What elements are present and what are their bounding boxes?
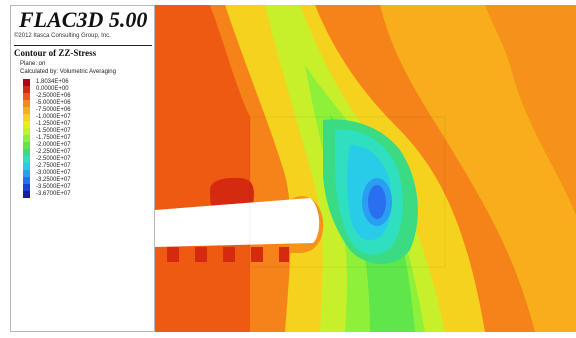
plane-status: Plane: on <box>20 61 46 67</box>
legend-label: -2.5000E+06 <box>36 93 71 99</box>
calculation-method: Calculated by: Volumetric Averaging <box>20 69 116 75</box>
refined-mesh-boundary <box>249 116 446 268</box>
title-divider <box>14 45 152 46</box>
legend-label: 0.0000E+00 <box>36 86 69 92</box>
legend-swatch <box>23 107 30 114</box>
support-block <box>167 247 179 262</box>
legend-swatch <box>23 135 30 142</box>
legend-swatch <box>23 142 30 149</box>
copyright-text: ©2012 Itasca Consulting Group, Inc. <box>14 33 111 39</box>
legend-swatch <box>23 86 30 93</box>
contour-title: Contour of ZZ-Stress <box>14 48 97 58</box>
legend-label: -1.5000E+07 <box>36 128 71 134</box>
support-block <box>279 247 289 262</box>
legend-swatch <box>23 184 30 191</box>
stress-zone-blue-core <box>368 185 386 219</box>
contour-plot-view[interactable] <box>155 5 576 332</box>
tunnel-excavation <box>155 198 320 247</box>
legend-swatch <box>23 114 30 121</box>
legend-swatch <box>23 149 30 156</box>
legend-panel: FLAC3D 5.00 ©2012 Itasca Consulting Grou… <box>10 5 155 332</box>
legend-label: -3.0000E+07 <box>36 170 71 176</box>
support-block <box>251 247 263 262</box>
legend-label: -1.2500E+07 <box>36 121 71 127</box>
legend-label: 1.8034E+06 <box>36 79 69 85</box>
legend-swatch <box>23 163 30 170</box>
legend-swatch <box>23 156 30 163</box>
stress-zone-orange-right <box>485 5 576 215</box>
legend-swatch <box>23 100 30 107</box>
legend-label: -3.6700E+07 <box>36 191 71 197</box>
legend-swatch <box>23 128 30 135</box>
legend-label: -7.5000E+06 <box>36 107 71 113</box>
legend-label: -2.0000E+07 <box>36 142 71 148</box>
legend-swatch <box>23 191 30 198</box>
legend-label: -3.2500E+07 <box>36 177 71 183</box>
legend-label: -3.5000E+07 <box>36 184 71 190</box>
app-title: FLAC3D 5.00 <box>19 7 148 32</box>
legend-label: -2.2500E+07 <box>36 149 71 155</box>
legend-swatch <box>23 170 30 177</box>
legend-label: -1.7500E+07 <box>36 135 71 141</box>
legend-label: -2.7500E+07 <box>36 163 71 169</box>
legend-swatch <box>23 121 30 128</box>
legend-swatch <box>23 177 30 184</box>
legend-label: -2.5000E+07 <box>36 156 71 162</box>
legend-label: -5.0000E+06 <box>36 100 71 106</box>
legend-swatch <box>23 93 30 100</box>
support-block <box>195 247 207 262</box>
support-block <box>223 247 235 262</box>
legend-label: -1.0000E+07 <box>36 114 71 120</box>
legend-swatch <box>23 79 30 86</box>
